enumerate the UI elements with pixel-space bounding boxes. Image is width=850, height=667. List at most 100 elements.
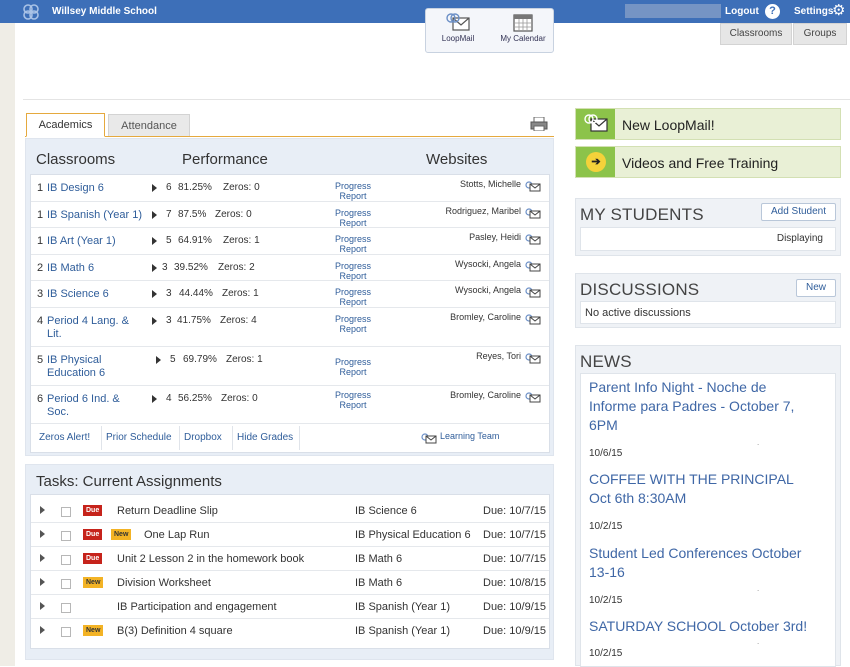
- task-checkbox[interactable]: [61, 579, 71, 589]
- classroom-grade: 64.91%: [178, 235, 212, 246]
- classroom-name-link[interactable]: IB Physical Education 6: [47, 354, 106, 379]
- task-title[interactable]: One Lap Run: [144, 529, 210, 541]
- loopmail-teacher-icon[interactable]: [525, 353, 541, 364]
- progress-report-link[interactable]: Progress Report: [331, 390, 375, 410]
- classroom-name-link[interactable]: Period 6 Ind. & Soc.: [47, 393, 120, 418]
- logout-link[interactable]: Logout: [725, 6, 759, 17]
- progress-report-link[interactable]: Progress Report: [331, 208, 375, 228]
- classroom-name-link[interactable]: IB Math 6: [47, 262, 95, 274]
- task-checkbox[interactable]: [61, 555, 71, 565]
- teacher-name[interactable]: Bromley, Caroline: [450, 390, 521, 400]
- videos-training-button[interactable]: ➔ Videos and Free Training: [575, 146, 841, 178]
- tab-attendance[interactable]: Attendance: [108, 114, 190, 137]
- classroom-name-link[interactable]: IB Design 6: [47, 182, 104, 194]
- hide-grades-link[interactable]: Hide Grades: [237, 432, 294, 443]
- classroom-row: 3 IB Science 6 3 44.44% Zeros: 1 Progres…: [31, 281, 549, 308]
- progress-report-link[interactable]: Progress Report: [331, 314, 375, 334]
- prior-schedule-link[interactable]: Prior Schedule: [106, 432, 172, 443]
- classroom-name-link[interactable]: IB Spanish (Year 1): [47, 209, 142, 221]
- expand-arrow-icon[interactable]: [152, 237, 157, 245]
- loopmail-teacher-icon[interactable]: [525, 261, 541, 272]
- loopmail-teacher-icon[interactable]: [525, 234, 541, 245]
- tab-academics[interactable]: Academics: [26, 113, 105, 137]
- link-separator: [232, 426, 233, 450]
- loopmail-teacher-icon[interactable]: [525, 181, 541, 192]
- teacher-name[interactable]: Wysocki, Angela: [455, 285, 521, 295]
- expand-arrow-icon[interactable]: [40, 626, 45, 634]
- progress-report-link[interactable]: Progress Report: [331, 357, 375, 377]
- help-icon[interactable]: ?: [765, 4, 780, 19]
- expand-arrow-icon[interactable]: [152, 184, 157, 192]
- news-item-link[interactable]: Student Led Conferences October 13-16: [589, 545, 802, 580]
- dropbox-link[interactable]: Dropbox: [184, 432, 222, 443]
- teacher-name[interactable]: Wysocki, Angela: [455, 259, 521, 269]
- task-checkbox[interactable]: [61, 627, 71, 637]
- expand-arrow-icon[interactable]: [152, 290, 157, 298]
- learning-team-link[interactable]: Learning Team: [440, 431, 500, 441]
- teacher-name[interactable]: Bromley, Caroline: [450, 312, 521, 322]
- task-title[interactable]: B(3) Definition 4 square: [117, 625, 233, 637]
- task-checkbox[interactable]: [61, 531, 71, 541]
- classroom-name-link[interactable]: IB Science 6: [47, 288, 109, 300]
- classroom-name-link[interactable]: Period 4 Lang. & Lit.: [47, 315, 129, 340]
- teacher-name[interactable]: Rodriguez, Maribel: [445, 206, 521, 216]
- news-item-date: 10/2/15: [589, 595, 623, 606]
- new-badge: New: [83, 625, 104, 636]
- task-title[interactable]: Division Worksheet: [117, 577, 211, 589]
- task-due-date: Due: 10/7/15: [483, 529, 546, 541]
- classroom-name-link[interactable]: IB Art (Year 1): [47, 235, 116, 247]
- classrooms-panel: Classrooms Performance Websites 1 IB Des…: [25, 138, 554, 456]
- news-item-link[interactable]: COFFEE WITH THE PRINCIPAL Oct 6th 8:30AM: [589, 471, 794, 506]
- loopmail-teacher-icon[interactable]: [525, 208, 541, 219]
- task-title[interactable]: IB Participation and engagement: [117, 601, 277, 613]
- school-name[interactable]: Willsey Middle School: [52, 6, 157, 17]
- progress-report-link[interactable]: Progress Report: [331, 181, 375, 201]
- expand-arrow-icon[interactable]: [152, 211, 157, 219]
- teacher-name[interactable]: Pasley, Heidi: [469, 232, 521, 242]
- loopmail-teacher-icon[interactable]: [525, 392, 541, 403]
- new-discussion-button[interactable]: New: [796, 279, 836, 297]
- progress-report-line2: Report: [339, 191, 367, 201]
- loopmail-teacher-icon[interactable]: [525, 314, 541, 325]
- expand-arrow-icon[interactable]: [152, 264, 157, 272]
- classroom-zeros: Zeros: 0: [223, 182, 260, 193]
- news-item-date: 10/6/15: [589, 448, 623, 459]
- news-item-link[interactable]: SATURDAY SCHOOL October 3rd!: [589, 618, 808, 634]
- loopmail-tile: [576, 109, 615, 139]
- expand-arrow-icon[interactable]: [152, 395, 157, 403]
- progress-report-link[interactable]: Progress Report: [331, 287, 375, 307]
- calendar-quicklink[interactable]: My Calendar: [496, 12, 550, 43]
- task-due-date: Due: 10/7/15: [483, 505, 546, 517]
- task-checkbox[interactable]: [61, 507, 71, 517]
- teacher-name[interactable]: Reyes, Tori: [476, 351, 521, 361]
- expand-arrow-icon[interactable]: [40, 506, 45, 514]
- loopmail-quicklink[interactable]: LoopMail: [438, 12, 478, 43]
- expand-arrow-icon[interactable]: [40, 602, 45, 610]
- task-checkbox[interactable]: [61, 603, 71, 613]
- expand-arrow-icon[interactable]: [152, 317, 157, 325]
- classroom-row: 5 IB Physical Education 6 5 69.79% Zeros…: [31, 347, 549, 386]
- expand-arrow-icon[interactable]: [156, 356, 161, 364]
- zeros-alert-link[interactable]: Zeros Alert!: [39, 432, 91, 443]
- task-title[interactable]: Unit 2 Lesson 2 in the homework book: [117, 553, 305, 565]
- tab-groups[interactable]: Groups: [793, 23, 847, 45]
- expand-arrow-icon[interactable]: [40, 554, 45, 562]
- expand-arrow-icon[interactable]: [40, 578, 45, 586]
- tab-classrooms[interactable]: Classrooms: [720, 23, 792, 45]
- gear-icon[interactable]: ⚙: [832, 2, 846, 19]
- loopmail-teacher-icon[interactable]: [525, 287, 541, 298]
- progress-report-line1: Progress: [334, 314, 371, 324]
- printer-icon[interactable]: [530, 117, 548, 131]
- new-loopmail-button[interactable]: New LoopMail!: [575, 108, 841, 140]
- expand-arrow-icon[interactable]: [40, 530, 45, 538]
- task-title[interactable]: Return Deadline Slip: [117, 505, 218, 517]
- progress-report-link[interactable]: Progress Report: [331, 261, 375, 281]
- news-item-link[interactable]: Parent Info Night - Noche de Informe par…: [589, 379, 795, 433]
- progress-report-link[interactable]: Progress Report: [331, 234, 375, 254]
- task-class: IB Spanish (Year 1): [355, 601, 450, 613]
- settings-link[interactable]: Settings: [794, 6, 834, 17]
- add-student-button[interactable]: Add Student: [761, 203, 836, 221]
- loopmail-icon: [446, 13, 470, 31]
- search-input[interactable]: [625, 4, 721, 18]
- teacher-name[interactable]: Stotts, Michelle: [459, 179, 521, 189]
